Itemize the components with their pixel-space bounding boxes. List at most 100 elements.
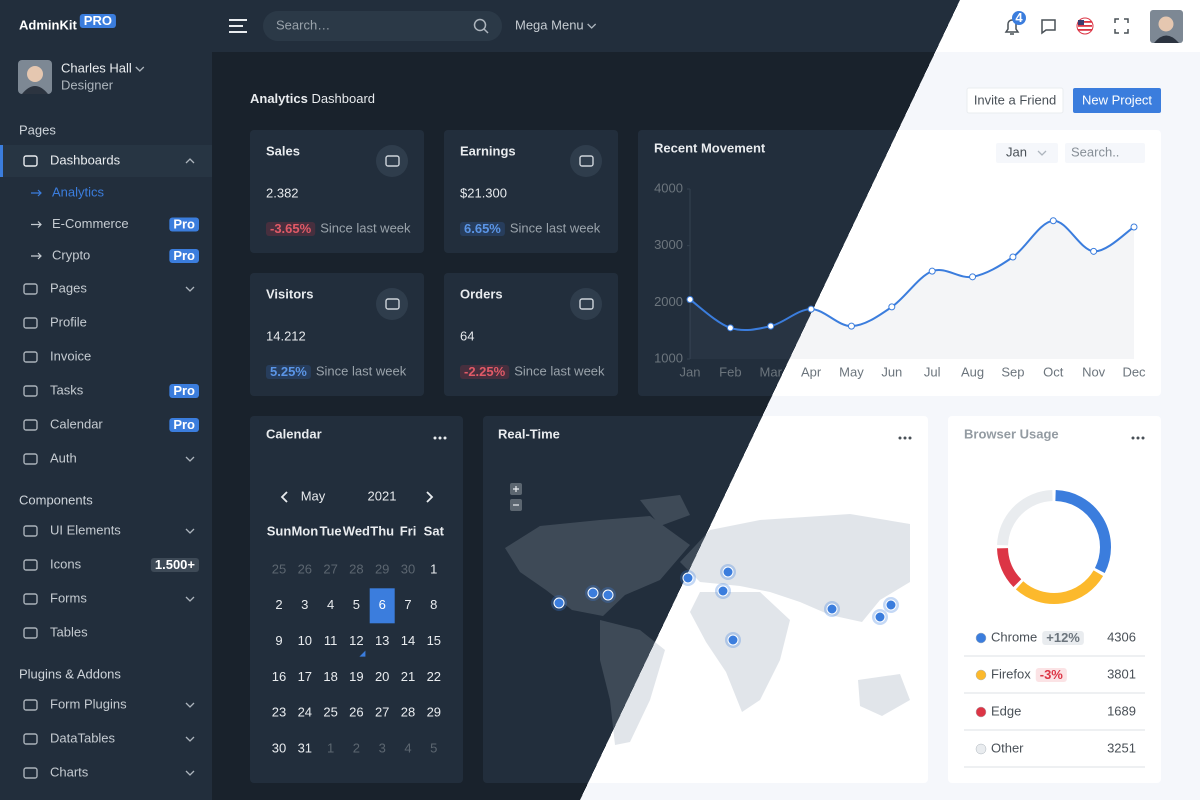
calendar-day[interactable]: 27 — [323, 561, 337, 576]
nav-item[interactable]: Pages — [50, 280, 87, 295]
nav-item[interactable]: Form Plugins — [50, 696, 127, 711]
map-marker[interactable] — [682, 572, 694, 584]
nav-item[interactable]: Tables — [50, 624, 88, 639]
menu-icon[interactable] — [229, 19, 247, 21]
calendar-day[interactable]: 26 — [349, 705, 363, 720]
calendar-next[interactable] — [426, 491, 434, 503]
search-box[interactable] — [263, 11, 502, 41]
calendar-day[interactable]: 11 — [324, 633, 338, 648]
calendar-day[interactable]: 4 — [404, 740, 411, 755]
calendar-day[interactable]: 10 — [298, 633, 312, 648]
calendar-day[interactable]: 29 — [375, 561, 389, 576]
calendar-day[interactable]: 19 — [349, 669, 363, 684]
more-dot[interactable] — [433, 436, 437, 440]
calendar-day[interactable]: 1 — [430, 561, 437, 576]
month-select-label[interactable]: Jan — [1006, 144, 1027, 159]
new-project-button-label[interactable]: New Project — [1082, 92, 1152, 107]
calendar-day[interactable]: 29 — [427, 705, 441, 720]
invite-button-label[interactable]: Invite a Friend — [974, 92, 1056, 107]
user-name[interactable]: Charles Hall — [61, 60, 132, 75]
avatar-face — [27, 66, 43, 82]
map-marker[interactable] — [874, 611, 886, 623]
calendar-day[interactable]: 7 — [404, 597, 411, 612]
more-dot[interactable] — [1131, 436, 1135, 440]
calendar-day[interactable]: 20 — [375, 669, 389, 684]
map-marker[interactable] — [885, 599, 897, 611]
nav-item[interactable]: UI Elements — [50, 522, 121, 537]
invite-button[interactable] — [966, 87, 1064, 114]
calendar-day[interactable]: 14 — [401, 633, 415, 648]
calendar-day[interactable]: 28 — [349, 561, 363, 576]
mega-menu[interactable]: Mega Menu — [515, 17, 584, 32]
calendar-day[interactable]: 6 — [379, 597, 386, 612]
nav-badge: Pro — [173, 383, 195, 398]
calendar-day[interactable]: 9 — [275, 633, 282, 648]
calendar-day[interactable]: 18 — [323, 669, 337, 684]
new-project-button[interactable] — [1073, 88, 1161, 113]
calendar-day[interactable]: 27 — [375, 705, 389, 720]
calendar-day[interactable]: 16 — [272, 669, 286, 684]
more-dot[interactable] — [438, 436, 442, 440]
month-select[interactable] — [996, 143, 1058, 163]
calendar-day[interactable]: 3 — [301, 597, 308, 612]
line-point — [1009, 253, 1017, 261]
calendar-day[interactable]: 24 — [298, 705, 312, 720]
map-marker[interactable] — [826, 603, 838, 615]
calendar-day[interactable]: 17 — [298, 669, 312, 684]
calendar-day[interactable]: 25 — [272, 561, 286, 576]
calendar-day[interactable]: 23 — [272, 705, 286, 720]
nav-item[interactable]: Calendar — [50, 416, 103, 431]
more-dot[interactable] — [1136, 436, 1140, 440]
more-dot[interactable] — [443, 436, 447, 440]
nav-item[interactable]: DataTables — [50, 730, 116, 745]
calendar-day[interactable]: 22 — [427, 669, 441, 684]
nav-item[interactable]: Forms — [50, 590, 87, 605]
more-dot[interactable] — [908, 436, 912, 440]
nav-item[interactable]: Charts — [50, 764, 89, 779]
calendar-prev[interactable] — [280, 491, 288, 503]
y-tick-label: 3000 — [654, 237, 683, 252]
calendar-day[interactable]: 3 — [379, 740, 386, 755]
map-marker[interactable] — [587, 587, 599, 599]
fullscreen-icon[interactable] — [1114, 18, 1129, 34]
more-dot[interactable] — [1141, 436, 1145, 440]
calendar-day[interactable]: 21 — [401, 669, 415, 684]
calendar-day[interactable]: 1 — [327, 740, 334, 755]
calendar-day[interactable]: 5 — [430, 740, 437, 755]
map-marker[interactable] — [717, 585, 729, 597]
calendar-day[interactable]: 8 — [430, 597, 437, 612]
calendar-day[interactable]: 15 — [427, 633, 441, 648]
menu-icon[interactable] — [229, 25, 243, 27]
more-dot[interactable] — [903, 436, 907, 440]
calendar-day[interactable]: 13 — [375, 633, 389, 648]
calendar-day[interactable]: 4 — [327, 597, 334, 612]
more-dot[interactable] — [898, 436, 902, 440]
map-marker[interactable] — [553, 597, 565, 609]
map-marker[interactable] — [602, 589, 614, 601]
calendar-day[interactable]: 2 — [275, 597, 282, 612]
map-marker[interactable] — [727, 634, 739, 646]
nav-item[interactable]: Icons — [50, 556, 82, 571]
calendar-day[interactable]: 26 — [298, 561, 312, 576]
calendar-day[interactable]: 25 — [323, 705, 337, 720]
calendar-day[interactable]: 30 — [272, 740, 286, 755]
calendar-day[interactable]: 2 — [353, 740, 360, 755]
nav-item[interactable]: Auth — [50, 450, 77, 465]
nav-item[interactable]: Invoice — [50, 348, 91, 363]
nav-subitem[interactable]: E-Commerce — [52, 216, 129, 231]
calendar-day[interactable]: 30 — [401, 561, 415, 576]
nav-item[interactable]: Profile — [50, 314, 87, 329]
calendar-day[interactable]: 28 — [401, 705, 415, 720]
nav-item[interactable]: Dashboards — [50, 152, 121, 167]
chart-search[interactable] — [1065, 143, 1145, 163]
map-marker[interactable] — [722, 566, 734, 578]
nav-subitem[interactable]: Analytics — [52, 184, 105, 199]
calendar-day[interactable]: 12 — [349, 633, 363, 648]
menu-icon[interactable] — [229, 31, 247, 33]
nav-subitem[interactable]: Crypto — [52, 247, 90, 262]
nav-item[interactable]: Tasks — [50, 382, 84, 397]
calendar-day[interactable]: 31 — [298, 740, 312, 755]
nav-badge-bg — [169, 217, 199, 232]
calendar-day[interactable]: 5 — [353, 597, 360, 612]
chat-icon[interactable] — [1041, 19, 1056, 35]
